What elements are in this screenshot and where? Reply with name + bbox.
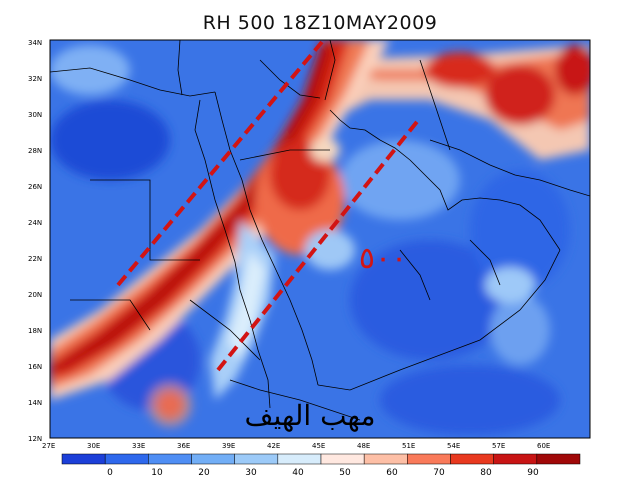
lon-label: 33E <box>132 442 145 450</box>
lat-label: 26N <box>28 183 42 191</box>
colorbar-swatch <box>277 453 322 465</box>
colorbar-label: 90 <box>527 468 539 478</box>
colorbar-swatch <box>234 453 279 465</box>
colorbar-swatch <box>493 453 538 465</box>
lat-label: 16N <box>28 363 42 371</box>
lat-label: 14N <box>28 399 42 407</box>
colorbar-swatch <box>320 453 365 465</box>
lat-label: 18N <box>28 327 42 335</box>
lat-label: 24N <box>28 219 42 227</box>
colorbar-label: 20 <box>198 468 210 478</box>
colorbar-swatch <box>191 453 235 465</box>
lon-label: 57E <box>492 442 505 450</box>
lat-label: 34N <box>28 39 42 47</box>
lat-label: 20N <box>28 291 42 299</box>
lon-label: 48E <box>357 442 370 450</box>
lon-label: 51E <box>402 442 415 450</box>
colorbar-labels: 0 10 20 30 40 50 60 70 80 90 <box>107 468 539 478</box>
lon-label: 54E <box>447 442 460 450</box>
annotation-text: مهب الهيف <box>245 399 376 432</box>
lon-label: 30E <box>87 442 100 450</box>
colorbar-label: 50 <box>339 468 351 478</box>
annotation-number: ٥٠٠ <box>359 241 407 276</box>
lon-label: 36E <box>177 442 190 450</box>
colorbar-swatch <box>148 453 192 465</box>
colorbar-swatch <box>61 453 106 465</box>
lat-label: 22N <box>28 255 42 263</box>
lon-label: 45E <box>312 442 325 450</box>
lat-label: 28N <box>28 147 42 155</box>
colorbar-label: 30 <box>245 468 257 478</box>
colorbar-swatch <box>104 453 149 465</box>
colorbar-label: 60 <box>386 468 398 478</box>
lon-label: 42E <box>267 442 280 450</box>
map-frame <box>49 39 591 439</box>
lat-label: 32N <box>28 75 42 83</box>
colorbar <box>61 453 581 465</box>
colorbar-label: 0 <box>107 468 113 478</box>
colorbar-label: 40 <box>292 468 304 478</box>
colorbar-label: 70 <box>433 468 445 478</box>
lon-label: 39E <box>222 442 235 450</box>
lon-label: 60E <box>537 442 550 450</box>
colorbar-label: 10 <box>151 468 163 478</box>
colorbar-swatch <box>407 453 451 465</box>
colorbar-swatch <box>450 453 494 465</box>
latitude-labels: 34N 32N 30N 28N 26N 24N 22N 20N 18N 16N … <box>28 39 42 443</box>
colorbar-swatch <box>363 453 408 465</box>
lat-label: 12N <box>28 435 42 443</box>
humidity-field <box>50 40 590 438</box>
colorbar-label: 80 <box>480 468 492 478</box>
map-title: RH 500 18Z10MAY2009 <box>202 12 438 34</box>
longitude-labels: 27E 30E 33E 36E 39E 42E 45E 48E 51E 54E … <box>42 442 550 450</box>
lat-label: 30N <box>28 111 42 119</box>
coastlines <box>50 40 590 421</box>
lon-label: 27E <box>42 442 55 450</box>
colorbar-swatch <box>536 453 581 465</box>
